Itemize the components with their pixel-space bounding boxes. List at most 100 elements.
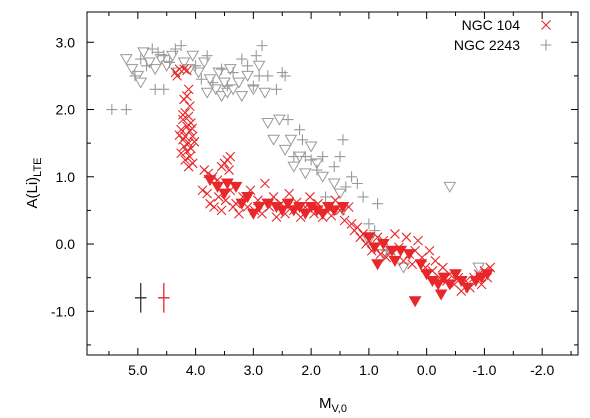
data-marks bbox=[106, 40, 496, 313]
data-point bbox=[317, 212, 328, 223]
data-point bbox=[178, 114, 188, 125]
upper-limit-point bbox=[177, 57, 191, 69]
series-ngc-104 bbox=[170, 64, 496, 308]
upper-limit-point bbox=[183, 64, 197, 76]
x-axis-title-subscript: V,0 bbox=[331, 403, 347, 415]
data-point bbox=[357, 191, 369, 203]
data-point bbox=[140, 60, 152, 72]
x-tick-label: -2.0 bbox=[530, 362, 554, 378]
y-tick-label: 2.0 bbox=[56, 102, 76, 118]
data-point bbox=[346, 171, 358, 183]
upper-limit-point bbox=[200, 87, 214, 99]
legend-marker-ngc2243 bbox=[540, 39, 552, 51]
upper-limit-point bbox=[226, 84, 240, 96]
legend-marker-ngc104 bbox=[541, 20, 551, 30]
data-point bbox=[295, 212, 306, 223]
data-point bbox=[401, 232, 412, 243]
data-point bbox=[420, 262, 431, 273]
upper-limit-point bbox=[284, 134, 298, 146]
data-point bbox=[337, 134, 349, 146]
upper-limit-point bbox=[215, 91, 228, 103]
data-point bbox=[378, 235, 389, 246]
upper-limit-point bbox=[397, 262, 410, 274]
upper-limit-point bbox=[235, 91, 249, 103]
x-tick-label: -1.0 bbox=[472, 362, 496, 378]
data-point bbox=[276, 198, 286, 209]
data-point bbox=[444, 269, 455, 280]
data-point bbox=[234, 208, 244, 219]
data-point bbox=[385, 245, 396, 256]
data-point bbox=[221, 80, 233, 92]
data-point bbox=[270, 83, 282, 95]
upper-limit-point bbox=[434, 289, 448, 301]
data-point bbox=[313, 198, 323, 209]
data-point bbox=[176, 148, 187, 159]
data-point bbox=[294, 124, 306, 136]
upper-limit-point bbox=[261, 117, 275, 129]
data-point bbox=[208, 171, 218, 182]
upper-limit-point bbox=[298, 168, 312, 180]
upper-limit-point bbox=[376, 239, 390, 251]
upper-limit-point bbox=[316, 171, 330, 183]
data-point bbox=[284, 188, 295, 199]
upper-limit-point bbox=[333, 188, 347, 200]
data-point bbox=[216, 205, 227, 216]
data-point bbox=[352, 222, 363, 233]
upper-limit-point bbox=[278, 144, 292, 156]
data-point bbox=[213, 192, 224, 202]
upper-limit-point bbox=[192, 67, 205, 79]
y-tick-label: 1.0 bbox=[56, 169, 76, 185]
data-point bbox=[106, 104, 118, 116]
upper-limit-point bbox=[261, 198, 275, 210]
data-point bbox=[485, 262, 496, 273]
data-point bbox=[311, 164, 323, 176]
data-point bbox=[176, 124, 187, 135]
data-point bbox=[305, 192, 315, 202]
data-point bbox=[253, 70, 265, 82]
data-point bbox=[195, 73, 207, 85]
data-point bbox=[236, 53, 248, 65]
data-point bbox=[434, 272, 445, 283]
upper-limit-point bbox=[287, 161, 301, 173]
upper-limit-point bbox=[272, 114, 286, 126]
data-point bbox=[201, 50, 213, 62]
data-point bbox=[174, 130, 185, 140]
tick-labels: 5.0 4.0 3.0 2.0 1.0 0.0 -1.0 -2.0 3.0 2.0 1.0 0.0 -1… bbox=[51, 34, 555, 378]
data-point bbox=[220, 195, 231, 206]
upper-limit-point bbox=[388, 255, 402, 267]
data-point bbox=[375, 249, 386, 260]
upper-limit-point bbox=[125, 64, 139, 76]
upper-limit-point bbox=[221, 178, 234, 190]
data-point bbox=[129, 70, 141, 82]
data-point bbox=[339, 215, 350, 226]
data-point bbox=[216, 63, 228, 75]
x-tick-label: 4.0 bbox=[186, 362, 206, 378]
data-point bbox=[257, 208, 267, 219]
y-tick-label: 0.0 bbox=[56, 236, 76, 252]
data-point bbox=[183, 138, 194, 149]
upper-limit-point bbox=[443, 181, 457, 193]
data-point bbox=[407, 259, 418, 270]
data-point bbox=[182, 121, 192, 132]
upper-limit-point bbox=[137, 47, 150, 59]
data-point bbox=[363, 218, 375, 230]
data-point bbox=[317, 151, 329, 163]
data-point bbox=[197, 185, 208, 196]
data-point bbox=[179, 141, 189, 152]
data-point bbox=[394, 242, 404, 253]
error-bar-ngc-2243 bbox=[134, 283, 147, 313]
data-point bbox=[203, 168, 214, 179]
data-point bbox=[473, 269, 484, 280]
data-point bbox=[456, 286, 467, 296]
upper-limit-point bbox=[431, 279, 445, 291]
data-point bbox=[296, 134, 308, 146]
data-point bbox=[320, 191, 332, 203]
upper-limit-point bbox=[281, 198, 295, 210]
data-point bbox=[291, 197, 302, 208]
data-point bbox=[453, 272, 464, 283]
data-point bbox=[187, 131, 198, 142]
data-point bbox=[242, 202, 253, 212]
data-point bbox=[461, 276, 471, 286]
upper-limit-point bbox=[211, 181, 224, 193]
